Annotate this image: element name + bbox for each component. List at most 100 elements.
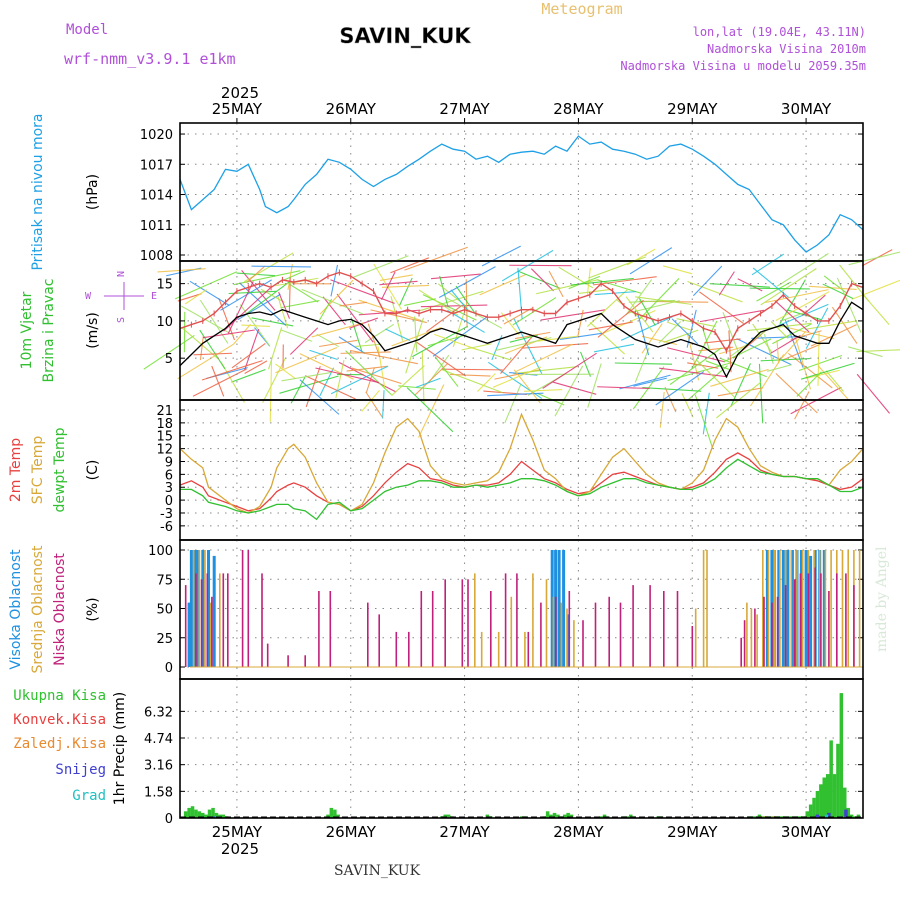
wind-barb	[659, 391, 665, 428]
bar-srednja-oblacnost	[566, 608, 568, 667]
wind-barb	[231, 342, 266, 369]
bar-srednja-oblacnost	[801, 550, 804, 667]
wind-barb	[681, 393, 694, 418]
bar-visoka-oblacnost	[765, 550, 769, 667]
panel-precip: 0 1.58 3.16 4.74 6.32 1hr Precip (mm)	[112, 678, 864, 827]
wind-barb	[479, 273, 527, 296]
series-2m-temp	[179, 452, 864, 512]
bar-niska-oblacnost	[329, 591, 332, 667]
bar-visoka-oblacnost	[790, 550, 794, 667]
bar-niska-oblacnost	[266, 643, 269, 667]
wind-barb	[439, 275, 449, 308]
ytick-label: 0	[165, 494, 173, 509]
wind-barb	[177, 293, 202, 302]
wind-barb	[513, 365, 579, 375]
wind-barb	[781, 330, 807, 359]
unit-cloud: (%)	[85, 597, 101, 621]
ylabel-wind: 10m Vjetar	[19, 291, 35, 369]
wind-barb	[241, 324, 271, 327]
year-top: 2025	[221, 84, 259, 102]
bar-niska-oblacnost	[516, 573, 518, 667]
compass-w: W	[85, 291, 92, 302]
bar-srednja-oblacnost	[474, 573, 476, 667]
bar-niska-oblacnost	[776, 596, 779, 667]
wind-barb	[586, 267, 591, 296]
wind-barb	[503, 307, 533, 325]
bar-visoka-oblacnost	[786, 550, 790, 667]
wind-barb	[663, 329, 699, 343]
wind-barb	[800, 362, 855, 380]
wind-barb	[201, 360, 263, 381]
wind-barb	[336, 293, 374, 343]
bar-srednja-oblacnost	[858, 550, 861, 667]
ytick-label: 6.32	[144, 705, 173, 720]
wind-barb	[319, 279, 354, 315]
wind-barb	[309, 349, 338, 360]
ylabel-cloud: Visoka Oblacnost	[8, 549, 24, 670]
bar-visoka-oblacnost	[804, 550, 808, 667]
ytick-label: 12	[156, 443, 173, 458]
station-title: SAVIN_KUK	[339, 24, 471, 48]
meteogram-panels: 1008 1011 1014 1017 1020 Pritisak na nivou mo…	[8, 113, 900, 827]
ytick-label: 1014	[140, 189, 173, 204]
wind-barb	[241, 269, 276, 311]
bar-niska-oblacnost	[793, 579, 796, 668]
wind-barb	[760, 268, 817, 306]
wind-barb	[174, 271, 238, 300]
bar-ukupna-kisa	[798, 816, 803, 818]
wind-barb	[636, 311, 650, 356]
footer-station: SAVIN_KUK	[334, 863, 421, 879]
wind-barb	[262, 357, 286, 404]
bar-niska-oblacnost	[504, 573, 507, 667]
bar-niska-oblacnost	[467, 579, 469, 668]
grid-precip	[180, 679, 863, 819]
wind-barb	[246, 265, 266, 284]
bar-niska-oblacnost	[318, 591, 320, 667]
bar-niska-oblacnost	[853, 585, 855, 667]
bar-ukupna-kisa	[326, 814, 330, 818]
bar-niska-oblacnost	[582, 620, 584, 667]
bar-niska-oblacnost	[211, 596, 213, 667]
ytick-label: 6	[165, 468, 173, 483]
bar-niska-oblacnost	[554, 596, 557, 667]
wind-barb	[559, 332, 603, 340]
bar-ukupna-kisa	[822, 777, 826, 818]
bar-niska-oblacnost	[408, 631, 410, 667]
bar-niska-oblacnost	[395, 631, 398, 667]
wind-barb	[728, 330, 732, 373]
wind-barb	[723, 338, 772, 363]
wind-barb	[552, 381, 597, 395]
bar-ukupna-kisa	[207, 809, 212, 818]
bar-niska-oblacnost	[378, 614, 380, 667]
bar-ukupna-kisa	[846, 807, 850, 818]
wind-barb	[355, 343, 382, 347]
bar-niska-oblacnost	[743, 620, 746, 667]
wind-barb	[231, 368, 266, 383]
bar-niska-oblacnost	[420, 591, 423, 667]
bar-srednja-oblacnost	[779, 550, 781, 667]
bar-visoka-oblacnost	[777, 550, 781, 667]
bar-srednja-oblacnost	[702, 550, 705, 667]
bar-ukupna-kisa	[625, 816, 630, 818]
wind-barb	[760, 357, 811, 362]
wind-barb	[848, 346, 883, 358]
bar-niska-oblacnost	[676, 591, 679, 667]
bar-niska-oblacnost	[807, 573, 810, 667]
bar-ukupna-kisa	[819, 784, 823, 819]
ytick-label: 50	[156, 603, 173, 618]
wind-barb	[260, 288, 285, 303]
wind-barb	[494, 337, 552, 352]
wind-barb	[597, 299, 644, 338]
wind-barb	[246, 281, 290, 314]
ytick-label: 0	[165, 661, 173, 676]
wind-barb	[825, 370, 844, 392]
wind-barb	[465, 279, 468, 328]
bar-srednja-oblacnost	[497, 631, 500, 667]
wind-barb	[233, 270, 301, 286]
wind-barb	[513, 369, 541, 404]
wind-compass: N E S W	[85, 271, 157, 323]
bar-niska-oblacnost	[444, 579, 446, 668]
bar-ukupna-kisa	[761, 816, 765, 818]
wind-barb	[455, 285, 476, 314]
